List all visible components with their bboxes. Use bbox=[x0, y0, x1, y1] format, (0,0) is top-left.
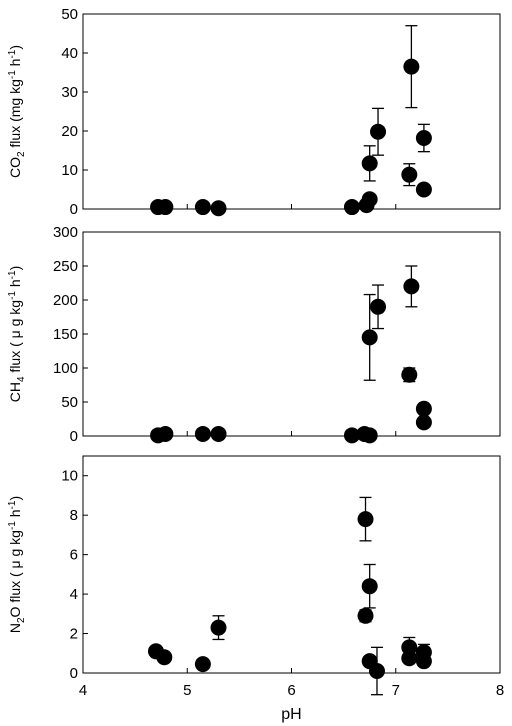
x-tick-label: 6 bbox=[287, 682, 295, 699]
y-axis-label-mid: flux ( μ g kg bbox=[7, 300, 23, 377]
data-point bbox=[370, 123, 387, 140]
y-tick-label: 30 bbox=[61, 84, 78, 101]
y-axis-label-mid2: h bbox=[7, 509, 23, 521]
y-axis-label-sup1: -1 bbox=[7, 70, 18, 79]
plot-frame-3 bbox=[82, 455, 501, 674]
data-point bbox=[401, 650, 418, 667]
y-tick-label: 4 bbox=[70, 586, 78, 603]
y-tick-label: 0 bbox=[70, 665, 78, 682]
y-axis-label-sup2: -1 bbox=[7, 49, 18, 58]
data-point bbox=[357, 511, 374, 528]
y-tick-label: 10 bbox=[61, 162, 78, 179]
data-point bbox=[210, 619, 227, 636]
data-point bbox=[210, 425, 227, 442]
data-point bbox=[361, 578, 378, 595]
y-tick-label: 200 bbox=[53, 292, 78, 309]
data-point bbox=[403, 58, 420, 75]
y-tick-label: 2 bbox=[70, 626, 78, 643]
y-axis-label-sub: 4 bbox=[16, 376, 27, 382]
x-tick-label: 4 bbox=[79, 682, 87, 699]
data-point bbox=[157, 199, 174, 216]
y-tick-label: 8 bbox=[70, 507, 78, 524]
y-axis-label-mid: O flux ( μ g kg bbox=[7, 530, 23, 617]
y-axis-label-sup1: -1 bbox=[7, 291, 18, 300]
y-axis-label: N2​O flux ( μ g kg-1​ h-1​) bbox=[7, 496, 27, 633]
y-axis-label-mid: flux (mg kg bbox=[7, 79, 23, 151]
y-axis-label-sub: 2 bbox=[16, 617, 27, 623]
data-point bbox=[210, 200, 227, 217]
y-axis-label-pre: N bbox=[7, 623, 23, 633]
y-axis-label-post: ) bbox=[7, 496, 23, 501]
y-tick-label: 300 bbox=[53, 224, 78, 241]
y-axis-label-pre: CH bbox=[7, 382, 23, 402]
y-axis-label: CO2​ flux (mg kg-1​ h-1​) bbox=[7, 45, 27, 178]
y-tick-label: 20 bbox=[61, 123, 78, 140]
data-point bbox=[401, 366, 418, 383]
x-tick-label: 5 bbox=[183, 682, 191, 699]
plot-frame-2 bbox=[82, 231, 501, 437]
data-point bbox=[194, 425, 211, 442]
y-tick-label: 100 bbox=[53, 360, 78, 377]
y-tick-label: 50 bbox=[61, 394, 78, 411]
y-axis-label-sup2: -1 bbox=[7, 500, 18, 509]
data-point bbox=[401, 166, 418, 183]
y-axis-label-mid2: h bbox=[7, 59, 23, 71]
y-axis-label: CH4​ flux ( μ g kg-1​ h-1​) bbox=[7, 266, 27, 403]
plot-frame-1 bbox=[82, 13, 501, 210]
x-tick-label: 7 bbox=[392, 682, 400, 699]
y-tick-label: 10 bbox=[61, 468, 78, 485]
data-point bbox=[415, 400, 432, 417]
y-tick-label: 0 bbox=[70, 428, 78, 445]
data-point bbox=[415, 181, 432, 198]
data-point bbox=[368, 663, 385, 680]
data-point bbox=[157, 425, 174, 442]
data-point bbox=[415, 414, 432, 431]
x-tick-label: 8 bbox=[496, 682, 504, 699]
y-axis-label-pre: CO bbox=[7, 157, 23, 178]
y-axis-label-sub: 2 bbox=[16, 151, 27, 157]
y-axis-label-post: ) bbox=[7, 45, 23, 50]
y-tick-label: 40 bbox=[61, 45, 78, 62]
y-axis-label-mid2: h bbox=[7, 279, 23, 291]
data-point bbox=[370, 298, 387, 315]
y-tick-label: 250 bbox=[53, 258, 78, 275]
data-point bbox=[361, 155, 378, 172]
data-point bbox=[415, 130, 432, 147]
y-tick-label: 50 bbox=[61, 6, 78, 23]
y-tick-label: 6 bbox=[70, 547, 78, 564]
y-axis-label-sup2: -1 bbox=[7, 270, 18, 279]
x-axis-label: pH bbox=[281, 706, 301, 723]
data-point bbox=[361, 191, 378, 208]
data-point bbox=[343, 199, 360, 216]
data-point bbox=[403, 278, 420, 295]
y-axis-label-post: ) bbox=[7, 266, 23, 271]
data-point bbox=[343, 427, 360, 444]
y-axis-label-sup1: -1 bbox=[7, 521, 18, 530]
data-point bbox=[156, 649, 173, 666]
data-point bbox=[361, 329, 378, 346]
y-tick-label: 150 bbox=[53, 326, 78, 343]
data-point bbox=[415, 653, 432, 670]
data-point bbox=[361, 427, 378, 444]
data-point bbox=[194, 656, 211, 673]
y-tick-label: 0 bbox=[70, 201, 78, 218]
data-point bbox=[357, 607, 374, 624]
data-point bbox=[194, 199, 211, 216]
